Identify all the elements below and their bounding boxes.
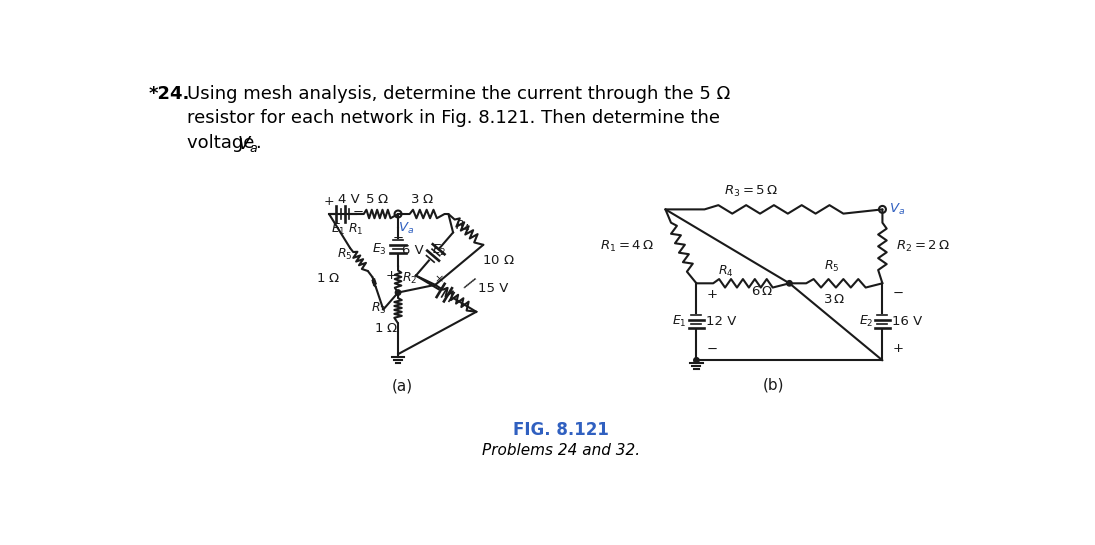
Text: $E_2$: $E_2$ [433,243,447,258]
Text: 6 V: 6 V [402,244,424,257]
Text: Using mesh analysis, determine the current through the 5 Ω: Using mesh analysis, determine the curre… [187,84,730,102]
Text: $E_2$: $E_2$ [858,314,873,329]
Text: $E_1$: $E_1$ [331,222,346,237]
Text: Problems 24 and 32.: Problems 24 and 32. [482,443,639,458]
Text: $-$: $-$ [351,205,364,218]
Circle shape [786,281,792,286]
Text: .: . [255,134,261,152]
Text: $R_1 = 4\,\Omega$: $R_1 = 4\,\Omega$ [600,239,654,254]
Text: /: / [461,274,476,292]
Circle shape [395,290,401,295]
Text: (a): (a) [391,379,413,394]
Text: $R_1$: $R_1$ [348,222,364,237]
Text: $R_4$: $R_4$ [454,220,470,234]
Text: +: + [324,195,334,208]
Text: $+$: $+$ [385,269,396,282]
Text: $+$: $+$ [891,342,903,355]
Text: 1 $\Omega$: 1 $\Omega$ [373,322,399,335]
Text: $+$: $+$ [705,288,717,301]
Text: $E_3$: $E_3$ [371,242,387,257]
Text: 1 $\Omega$: 1 $\Omega$ [315,272,339,285]
Text: $R_5$: $R_5$ [337,246,353,262]
Text: 4 V: 4 V [338,193,360,207]
Text: $\times$: $\times$ [435,274,445,284]
Text: resistor for each network in Fig. 8.121. Then determine the: resistor for each network in Fig. 8.121.… [187,110,721,128]
Text: $6\,\Omega$: $6\,\Omega$ [751,285,773,298]
Text: 10 $\Omega$: 10 $\Omega$ [482,254,515,267]
Text: $E_1$: $E_1$ [672,314,688,329]
Circle shape [694,358,699,363]
Text: $R_4$: $R_4$ [718,264,734,280]
Text: $R_3 = 5\,\Omega$: $R_3 = 5\,\Omega$ [724,184,777,198]
Text: $-$: $-$ [392,231,404,244]
Text: $3\,\Omega$: $3\,\Omega$ [823,293,845,306]
Text: 16 V: 16 V [891,316,922,328]
Text: $R_2$: $R_2$ [402,271,417,286]
Text: $R_3$: $R_3$ [371,300,387,316]
Text: voltage: voltage [187,134,261,152]
Text: $V_a$: $V_a$ [238,134,258,154]
Text: 12 V: 12 V [705,316,736,328]
Text: *24.: *24. [149,84,189,102]
Text: 5 $\Omega$: 5 $\Omega$ [365,193,389,207]
Text: $R_5$: $R_5$ [825,259,840,274]
Text: $-$: $-$ [705,342,717,355]
Text: $V_a$: $V_a$ [889,202,904,217]
Text: $V_a$: $V_a$ [399,221,414,236]
Text: FIG. 8.121: FIG. 8.121 [512,421,609,439]
Text: $R_2 = 2\,\Omega$: $R_2 = 2\,\Omega$ [897,239,950,254]
Text: 15 V: 15 V [477,282,508,295]
Text: $-$: $-$ [891,286,903,299]
Text: 3 $\Omega$: 3 $\Omega$ [410,193,435,207]
Text: (b): (b) [763,378,785,392]
